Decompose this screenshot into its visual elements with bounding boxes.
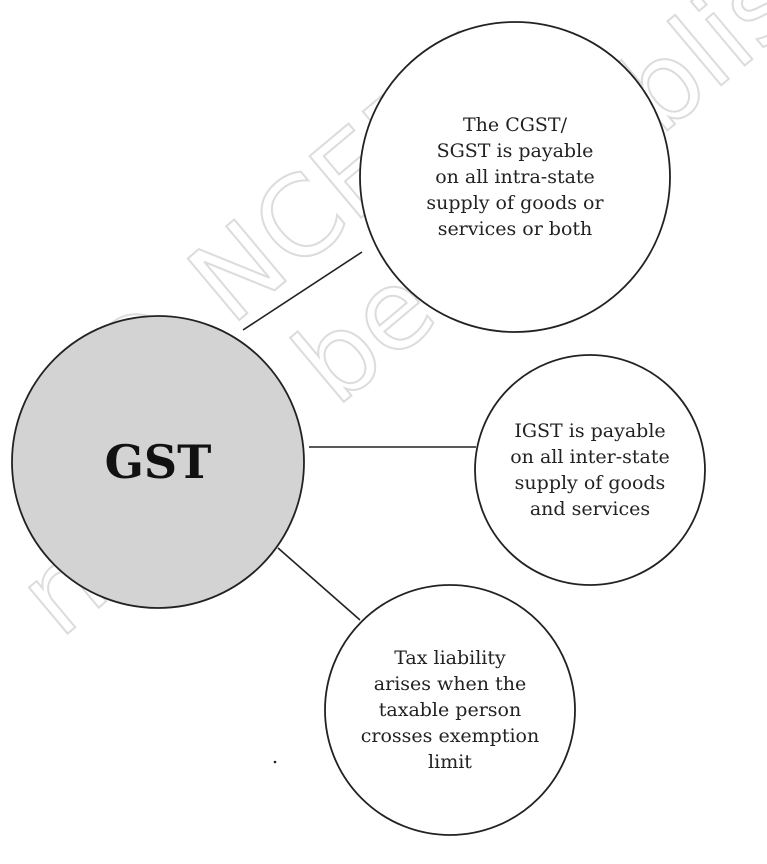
node xyxy=(474,354,706,586)
node-label-line: crosses exemption xyxy=(361,725,539,747)
node-label-line: arises when the xyxy=(374,673,526,695)
node-label-line: supply of goods or xyxy=(426,192,604,214)
node xyxy=(359,21,671,333)
node-label-line: The CGST/ xyxy=(463,114,568,136)
node xyxy=(324,584,576,836)
node-label-line: SGST is payable xyxy=(437,140,594,162)
dot xyxy=(273,760,277,764)
center-node xyxy=(11,315,305,609)
node-label-line: Tax liability xyxy=(394,647,506,669)
node-label-line: on all intra-state xyxy=(435,166,595,188)
node-label-line: limit xyxy=(428,751,472,773)
connector xyxy=(242,251,363,331)
connector xyxy=(277,547,361,621)
node-label-line: services or both xyxy=(438,218,593,240)
node-label-line: taxable person xyxy=(379,699,521,721)
node-label-line: and services xyxy=(530,498,650,520)
center-label: GST xyxy=(105,435,212,489)
connectors xyxy=(242,251,476,621)
node-label-line: supply of goods xyxy=(515,472,666,494)
node-label-line: IGST is payable xyxy=(514,420,665,442)
labels: GST The CGST/SGST is payable on all intra-… xyxy=(105,114,670,773)
node-label-line: on all inter-state xyxy=(510,446,670,468)
